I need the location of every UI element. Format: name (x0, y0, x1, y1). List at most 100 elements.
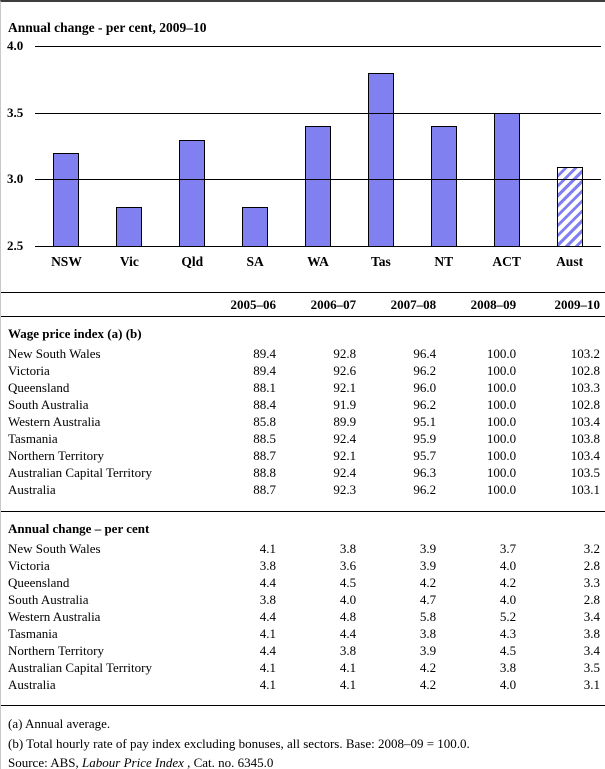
row-label: South Australia (8, 591, 89, 607)
value-cell: 4.0 (339, 591, 357, 607)
value-cell: 3.9 (419, 540, 437, 556)
x-axis-label-nt: NT (434, 254, 454, 269)
value-cell: 3.4 (583, 608, 600, 624)
table-row: Northern Territory 4.4 3.8 3.9 4.5 3.4 (1, 642, 605, 659)
x-axis-label-qld: Qld (181, 254, 204, 269)
column-header: 2005–06 (196, 292, 277, 317)
row-label: Tasmania (8, 431, 58, 446)
value-cell: 95.9 (413, 431, 437, 446)
bar-slot (349, 46, 412, 247)
x-axis-label-act: ACT (492, 254, 521, 269)
value-cell: 103.4 (570, 414, 600, 429)
value-cell: 100.0 (486, 414, 517, 429)
value-cell: 4.4 (259, 642, 277, 658)
value-cell: 4.5 (339, 574, 357, 590)
value-cell: 89.4 (253, 346, 277, 361)
row-label: South Australia (8, 397, 89, 412)
bar-slot (475, 46, 538, 247)
spacer-cell (1, 498, 605, 511)
gridline (35, 246, 601, 247)
section-title-row: Wage price index (a) (b) (1, 317, 605, 346)
section-heading: Wage price index (a) (b) (8, 326, 142, 341)
row-label: Australia (8, 482, 56, 497)
value-cell: 4.2 (419, 659, 437, 675)
value-cell: 92.3 (333, 482, 357, 497)
table-row: New South Wales 89.4 92.8 96.4 100.0 103.2 (1, 345, 605, 362)
bar-aust (556, 166, 583, 247)
value-cell: 103.3 (570, 380, 600, 395)
value-cell: 2.8 (583, 557, 600, 573)
value-cell: 103.2 (570, 346, 600, 361)
value-cell: 103.5 (570, 465, 600, 480)
value-cell: 88.7 (253, 448, 277, 463)
value-cell: 88.5 (253, 431, 277, 446)
table-row: South Australia 3.8 4.0 4.7 4.0 2.8 (1, 591, 605, 608)
value-cell: 100.0 (486, 431, 517, 446)
value-cell: 89.4 (253, 363, 277, 378)
value-cell: 88.8 (253, 465, 277, 480)
table-row: Victoria 3.8 3.6 3.9 4.0 2.8 (1, 557, 605, 574)
value-cell: 3.8 (419, 625, 437, 641)
value-cell: 4.5 (499, 642, 517, 658)
section-heading: Annual change – per cent (8, 520, 150, 536)
spacer-row (1, 498, 605, 511)
value-cell: 4.1 (259, 676, 277, 692)
value-cell: 100.0 (486, 397, 517, 412)
value-cell: 92.4 (333, 465, 357, 480)
bar-slot (287, 46, 350, 247)
row-label: Western Australia (8, 414, 101, 429)
value-cell: 2.8 (583, 591, 600, 607)
data-table: 2005–06 2006–07 2007–08 2008–09 2009–10 Wage… (1, 292, 605, 706)
x-axis-label-sa: SA (246, 254, 264, 269)
value-cell: 100.0 (486, 482, 517, 497)
row-label: Tasmania (8, 625, 58, 641)
table-section: Wage price index (a) (b) New South Wales 8… (1, 317, 605, 512)
bar-nsw (53, 153, 80, 247)
value-cell: 3.8 (339, 642, 357, 658)
column-header: 2007–08 (356, 292, 437, 317)
value-cell: 91.9 (333, 397, 357, 412)
value-cell: 100.0 (486, 346, 517, 361)
value-cell: 103.1 (570, 482, 600, 497)
y-axis-tick-label: 2.5 (7, 238, 24, 253)
value-cell: 95.1 (413, 414, 437, 429)
value-cell: 85.8 (253, 414, 277, 429)
value-cell: 5.8 (419, 608, 437, 624)
value-cell: 4.8 (339, 608, 357, 624)
x-axis-label-wa: WA (307, 254, 329, 269)
value-cell: 3.8 (583, 625, 600, 641)
x-axis-label-nsw: NSW (51, 254, 82, 269)
table-row: Victoria 89.4 92.6 96.2 100.0 102.8 (1, 362, 605, 379)
value-cell: 92.8 (333, 346, 357, 361)
bars (35, 46, 601, 247)
table-header-row: 2005–06 2006–07 2007–08 2008–09 2009–10 (1, 292, 605, 317)
table-row: Queensland 4.4 4.5 4.2 4.2 3.3 (1, 574, 605, 591)
bar-slot (98, 46, 161, 247)
value-cell: 3.8 (259, 557, 277, 573)
bar-act (493, 113, 520, 247)
source-suffix: , Cat. no. 6345.0 (183, 755, 274, 769)
value-cell: 103.4 (570, 448, 600, 463)
value-cell: 4.0 (499, 676, 517, 692)
column-header: 2008–09 (436, 292, 517, 317)
value-cell: 4.1 (339, 659, 357, 675)
table-row: Australia 4.1 4.1 4.2 4.0 3.1 (1, 676, 605, 693)
value-cell: 96.4 (413, 346, 437, 361)
value-cell: 92.1 (333, 448, 357, 463)
value-cell: 96.0 (413, 380, 437, 395)
y-axis-tick-label: 4.0 (7, 38, 24, 53)
value-cell: 4.0 (499, 591, 517, 607)
value-cell: 4.1 (339, 676, 357, 692)
row-label: Queensland (8, 574, 70, 590)
row-label: Queensland (8, 380, 70, 395)
column-header: 2006–07 (276, 292, 357, 317)
table-row: Western Australia 4.4 4.8 5.8 5.2 3.4 (1, 608, 605, 625)
section-title-row: Annual change – per cent (1, 511, 605, 540)
footnote: (b) Total hourly rate of pay index exclu… (8, 735, 470, 751)
bar-wa (305, 126, 331, 247)
table-header: 2005–06 2006–07 2007–08 2008–09 2009–10 (1, 292, 605, 317)
source-line: Source: ABS, Labour Price Index , Cat. n… (8, 753, 605, 769)
chart-title: Annual change - per cent, 2009–10 (8, 20, 207, 35)
value-cell: 4.4 (259, 608, 277, 624)
table-row: Australian Capital Territory 88.8 92.4 96.3… (1, 464, 605, 481)
